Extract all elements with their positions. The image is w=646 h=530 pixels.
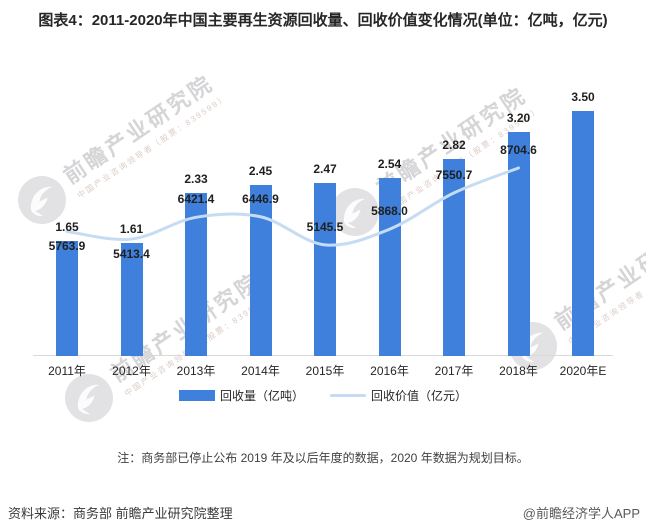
bar-value-label: 2.82 <box>442 137 466 152</box>
source-text: 资料来源：商务部 前瞻产业研究院整理 <box>8 506 233 521</box>
bar-2011年 <box>56 240 78 356</box>
legend-item-bar: 回收量（亿吨） <box>178 387 304 404</box>
bar-2020年E <box>572 111 594 356</box>
line-value-label: 5763.9 <box>48 239 86 254</box>
bar-2017年 <box>443 158 465 356</box>
bar-2015年 <box>314 183 336 356</box>
legend: 回收量（亿吨） 回收价值（亿元） <box>0 387 646 404</box>
legend-bar-label: 回收量（亿吨） <box>219 389 304 403</box>
footer: 资料来源：商务部 前瞻产业研究院整理 @前瞻经济学人APP <box>8 503 640 522</box>
bar-value-label: 2.54 <box>377 157 402 172</box>
x-axis-label: 2012年 <box>112 364 151 378</box>
line-value-label: 5413.4 <box>113 247 150 262</box>
chart-title: 图表4：2011-2020年中国主要再生资源回收量、回收价值变化情况(单位：亿吨… <box>38 12 608 29</box>
line-value-label: 6446.9 <box>242 191 279 206</box>
line-value-label: 5868.0 <box>371 204 408 219</box>
line-value-label: 8704.6 <box>500 142 537 157</box>
bar-2013年 <box>185 192 207 356</box>
x-axis-label: 2014年 <box>241 364 280 378</box>
copyright-text: @前瞻经济学人APP <box>522 506 640 521</box>
bar-value-label: 2.33 <box>184 171 208 186</box>
x-axis-label: 2017年 <box>434 364 474 378</box>
bar-swatch-icon <box>178 390 215 401</box>
bar-2016年 <box>378 178 401 356</box>
chart-note: 注：商务部已停止公布 2019 年及以后年度的数据，2020 年数据为规划目标。 <box>117 451 529 465</box>
x-axis-label: 2015年 <box>305 364 345 378</box>
line-value-label: 7550.7 <box>435 167 473 182</box>
x-axis-label: 2013年 <box>176 364 216 378</box>
line-value-label: 5145.5 <box>306 219 344 234</box>
bar-value-label: 2.45 <box>248 163 273 178</box>
x-axis-label: 2020年E <box>559 364 607 378</box>
bar-value-label: 1.65 <box>55 219 79 234</box>
line-swatch-icon <box>330 394 366 397</box>
legend-item-line: 回收价值（亿元） <box>330 387 467 404</box>
line-value-label: 6421.4 <box>177 192 215 207</box>
x-axis-label: 2016年 <box>370 364 409 378</box>
bar-value-label: 3.20 <box>506 111 531 125</box>
legend-line-label: 回收价值（亿元） <box>371 389 468 403</box>
bar-2018年 <box>507 132 530 356</box>
bar-2012年 <box>120 243 143 356</box>
bar-2014年 <box>249 184 272 356</box>
bar-value-label: 1.61 <box>119 222 144 237</box>
bar-value-label: 3.50 <box>571 90 595 104</box>
bar-value-label: 2.47 <box>313 162 337 177</box>
line-series-path <box>65 166 520 247</box>
